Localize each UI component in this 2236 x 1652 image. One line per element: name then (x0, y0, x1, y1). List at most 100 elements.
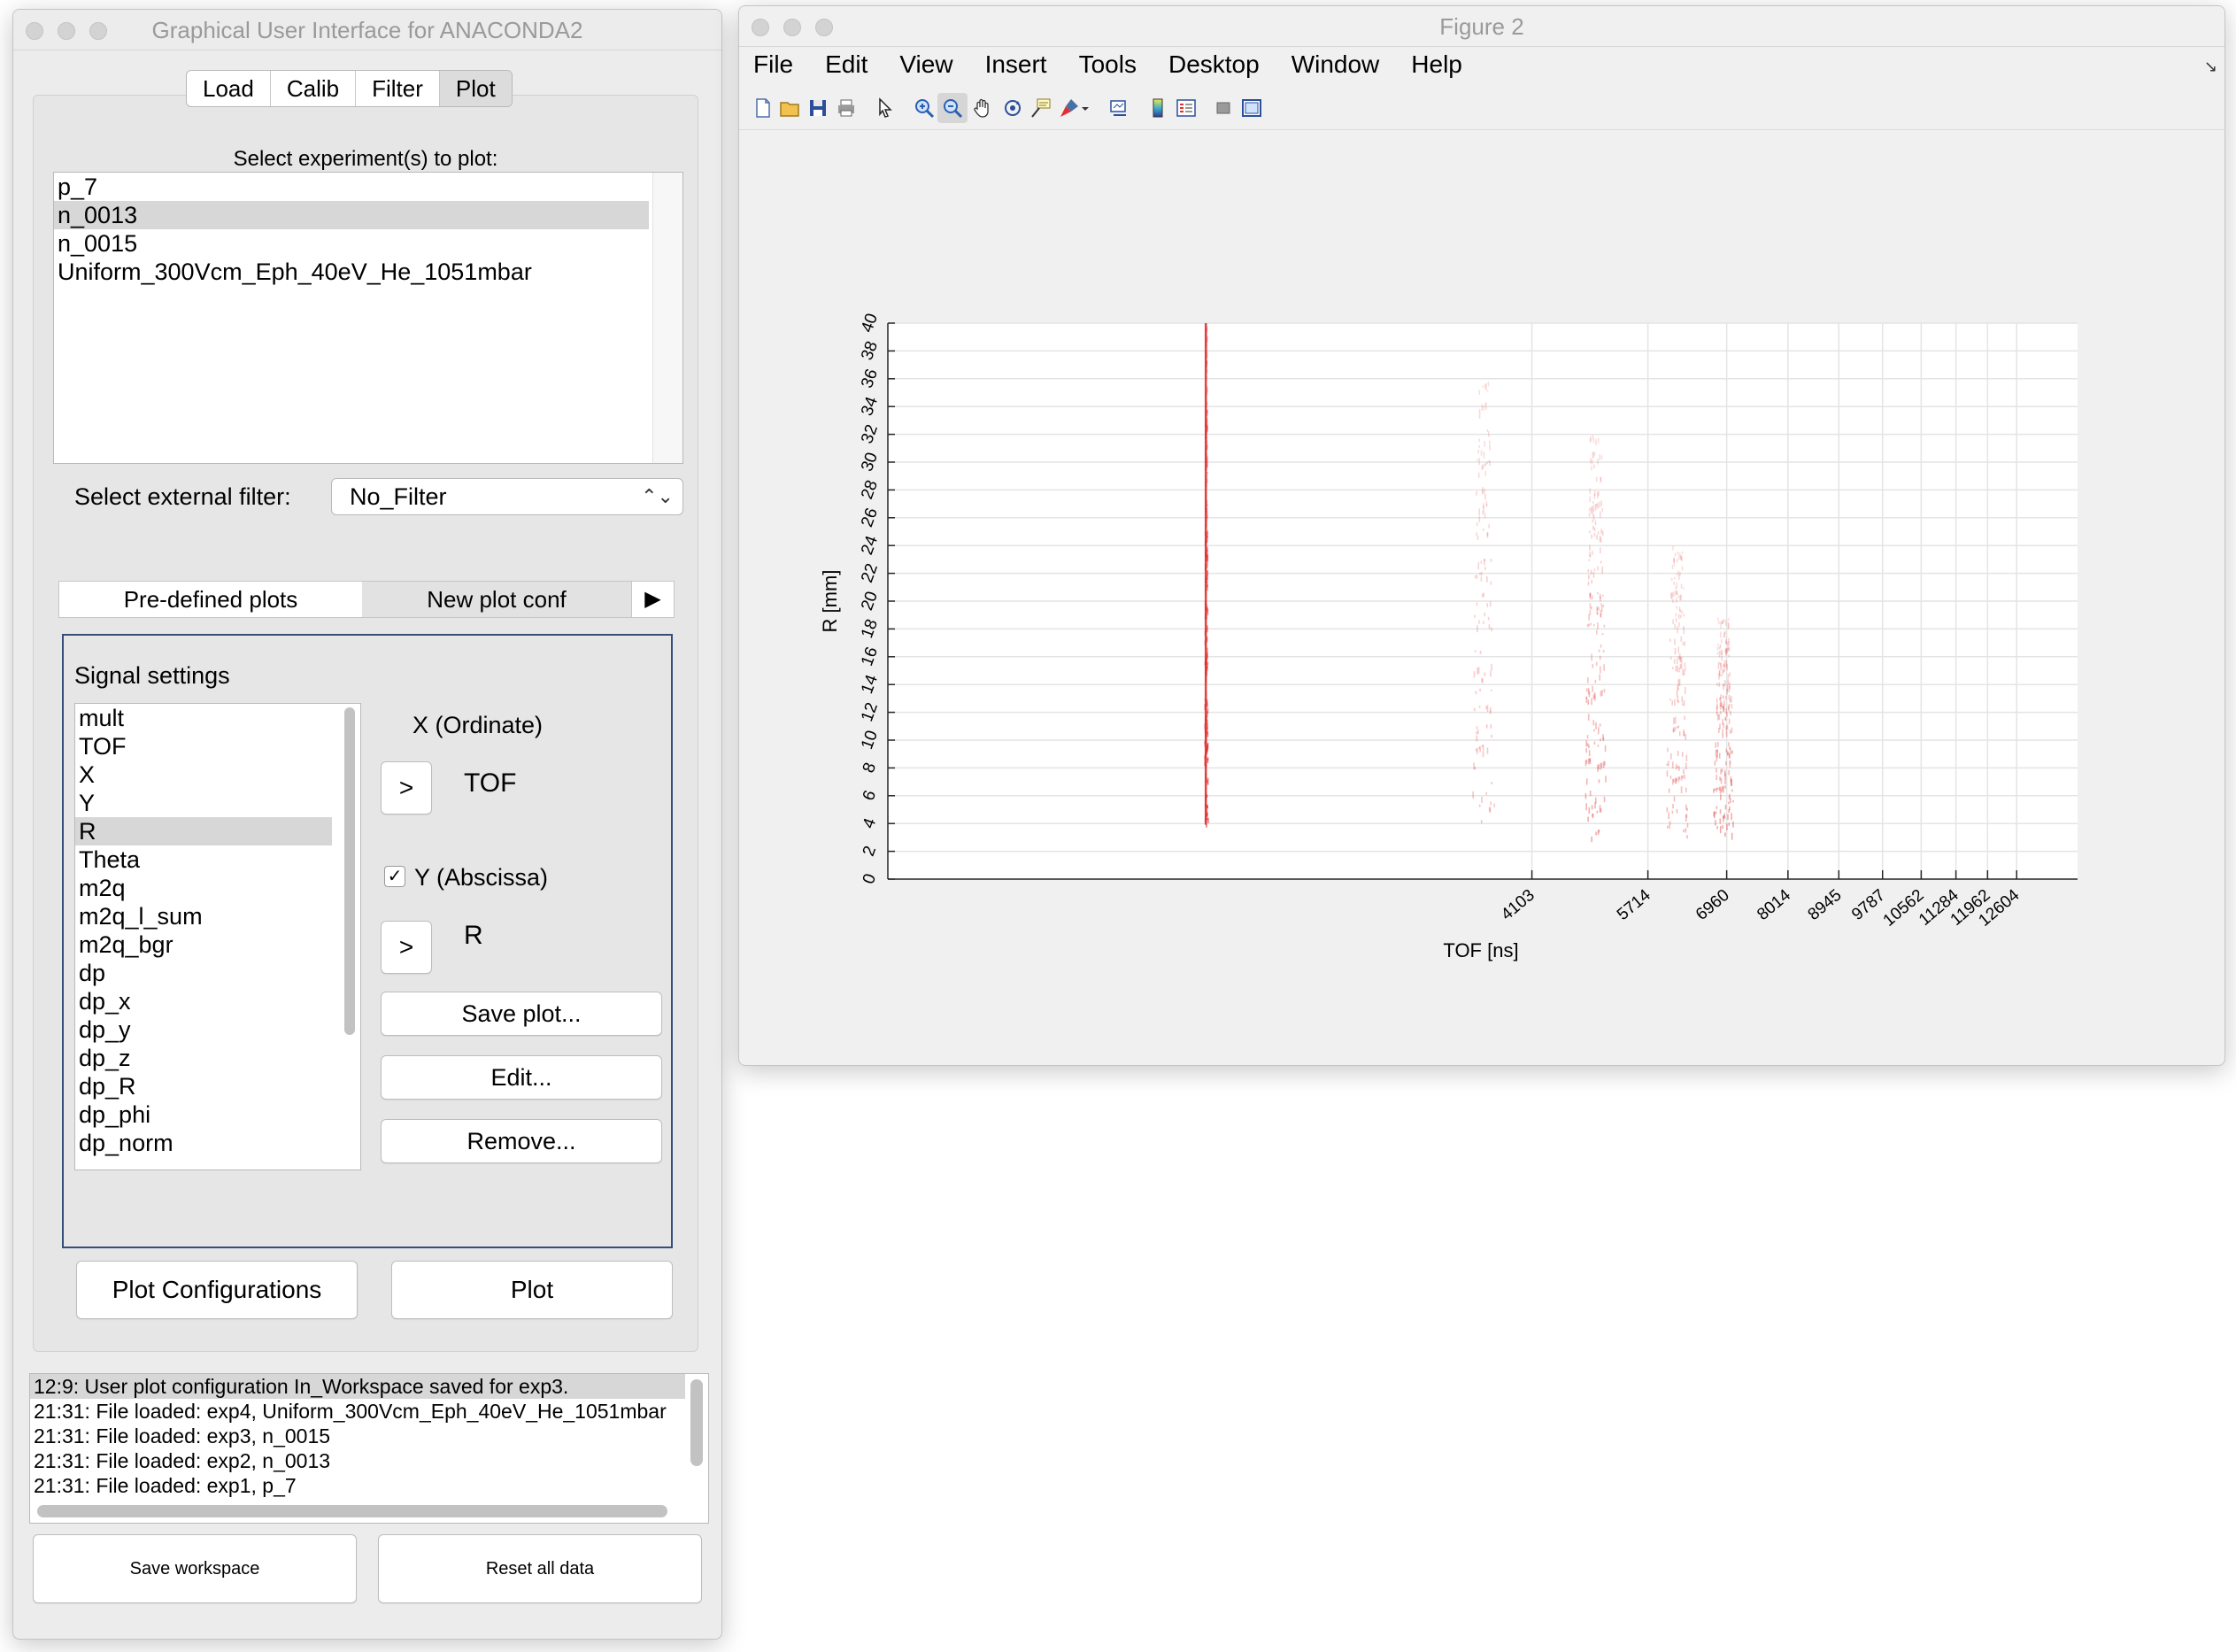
remove-button[interactable]: Remove... (381, 1119, 662, 1163)
list-item[interactable]: dp_phi (79, 1101, 151, 1128)
list-item[interactable]: n_0013 (54, 201, 649, 229)
list-item[interactable]: mult (79, 705, 125, 731)
list-item[interactable]: m2q (79, 875, 126, 901)
data-point (1679, 571, 1681, 576)
experiment-list-scrollbar[interactable] (652, 173, 682, 463)
list-item[interactable]: R (75, 817, 332, 845)
log-entry[interactable]: 21:31: File loaded: exp1, p_7 (34, 1474, 297, 1497)
zoom-window-button[interactable] (815, 19, 833, 36)
new-figure-icon[interactable] (748, 93, 778, 123)
assign-x-button[interactable]: > (381, 761, 432, 814)
menu-tools[interactable]: Tools (1078, 50, 1137, 78)
log-entry[interactable]: 12:9: User plot configuration In_Workspa… (30, 1374, 685, 1399)
show-plot-tools-icon[interactable] (1237, 93, 1267, 123)
list-item[interactable]: dp_R (79, 1073, 136, 1100)
tab-filter[interactable]: Filter (356, 71, 440, 106)
list-item[interactable]: n_0015 (58, 230, 138, 257)
menu-help[interactable]: Help (1411, 50, 1462, 78)
data-point (1207, 731, 1209, 737)
log-entry[interactable]: 21:31: File loaded: exp4, Uniform_300Vcm… (34, 1400, 667, 1423)
print-icon[interactable] (831, 93, 861, 123)
list-item[interactable]: m2q_bgr (79, 931, 173, 958)
rotate-3d-icon[interactable] (998, 93, 1028, 123)
zoom-in-icon[interactable] (909, 93, 939, 123)
data-point (1589, 790, 1592, 797)
menu-view[interactable]: View (899, 50, 953, 78)
log-vertical-scrollbar[interactable] (690, 1379, 703, 1466)
list-item[interactable]: dp_y (79, 1016, 131, 1043)
open-file-icon[interactable] (775, 93, 805, 123)
pointer-icon[interactable] (870, 93, 900, 123)
list-item[interactable]: Theta (79, 846, 141, 873)
signal-list-scrollbar[interactable] (344, 707, 355, 1035)
plot-configurations-button[interactable]: Plot Configurations (76, 1261, 358, 1319)
data-point (1207, 533, 1208, 538)
tab-calib[interactable]: Calib (271, 71, 357, 106)
save-workspace-button[interactable]: Save workspace (33, 1534, 357, 1603)
minimize-window-button[interactable] (783, 19, 801, 36)
data-point (1674, 552, 1677, 557)
minimize-window-button[interactable] (58, 22, 75, 40)
log-list[interactable]: 12:9: User plot configuration In_Workspa… (29, 1373, 709, 1524)
zoom-window-button[interactable] (89, 22, 107, 40)
log-entry[interactable]: 21:31: File loaded: exp2, n_0013 (34, 1449, 331, 1472)
tab-new-plot-conf[interactable]: New plot conf (362, 582, 631, 617)
experiment-list[interactable]: p_7 n_0013 n_0015 Uniform_300Vcm_Eph_40e… (53, 172, 683, 464)
link-plot-icon[interactable] (1104, 93, 1134, 123)
save-plot-button[interactable]: Save plot... (381, 992, 662, 1036)
menu-edit[interactable]: Edit (825, 50, 868, 78)
list-item[interactable]: dp_x (79, 988, 131, 1015)
brush-icon[interactable] (1054, 93, 1084, 123)
save-icon[interactable] (803, 93, 833, 123)
data-point (1591, 466, 1592, 471)
pan-icon[interactable] (968, 93, 998, 123)
menu-desktop[interactable]: Desktop (1168, 50, 1260, 78)
edit-button[interactable]: Edit... (381, 1055, 662, 1100)
assign-y-button[interactable]: > (381, 921, 432, 974)
data-cursor-icon[interactable] (1026, 93, 1056, 123)
figure-titlebar[interactable]: Figure 2 (739, 6, 2224, 47)
list-item[interactable]: dp_z (79, 1045, 131, 1071)
log-horizontal-scrollbar[interactable] (37, 1505, 667, 1517)
close-window-button[interactable] (26, 22, 43, 40)
menu-file[interactable]: File (753, 50, 794, 78)
data-point (1206, 338, 1208, 343)
reset-all-data-button[interactable]: Reset all data (378, 1534, 702, 1603)
list-item[interactable]: Y (79, 790, 96, 816)
tab-load[interactable]: Load (187, 71, 271, 106)
list-item[interactable]: TOF (79, 733, 127, 760)
brush-dropdown-icon[interactable] (1077, 93, 1093, 123)
menu-window[interactable]: Window (1291, 50, 1380, 78)
data-point (1676, 591, 1677, 594)
log-entry[interactable]: 21:31: File loaded: exp3, n_0015 (34, 1424, 331, 1447)
list-item[interactable]: Uniform_300Vcm_Eph_40eV_He_1051mbar (58, 259, 532, 285)
tab-plot[interactable]: Plot (439, 71, 512, 106)
tab-predefined-plots[interactable]: Pre-defined plots (123, 586, 298, 613)
dock-arrow-icon[interactable]: ↘ (2203, 58, 2217, 75)
list-item[interactable]: m2q_l_sum (79, 903, 203, 930)
data-point (1588, 691, 1591, 698)
gui-titlebar[interactable]: Graphical User Interface for ANACONDA2 (13, 10, 721, 50)
y-abscissa-checkbox[interactable]: ✓ (384, 866, 405, 887)
zoom-out-icon[interactable] (937, 93, 968, 123)
list-item[interactable]: dp (79, 960, 106, 986)
tab-scroll-right-icon[interactable]: ▶ (631, 582, 674, 617)
list-item[interactable]: p_7 (58, 174, 98, 200)
data-point (1726, 663, 1728, 671)
data-point (1677, 726, 1678, 729)
data-point (1594, 521, 1597, 526)
signal-list[interactable]: mult TOF X Y R Theta m2q m2q_l_sum m2q_b… (74, 703, 361, 1170)
menu-insert[interactable]: Insert (984, 50, 1047, 78)
close-window-button[interactable] (752, 19, 769, 36)
data-point (1205, 331, 1207, 338)
plot-button[interactable]: Plot (391, 1261, 673, 1319)
list-item[interactable]: X (79, 761, 96, 788)
data-point (1723, 619, 1725, 622)
hide-plot-tools-icon[interactable] (1208, 93, 1238, 123)
list-item[interactable]: dp_norm (79, 1130, 173, 1156)
tof-r-plot[interactable]: 0246810121416182022242628303234363840410… (739, 6, 2225, 1066)
data-point (1205, 725, 1207, 730)
external-filter-select[interactable]: No_Filter ⌃⌄ (331, 478, 683, 515)
legend-icon[interactable] (1171, 93, 1201, 123)
colorbar-icon[interactable] (1143, 93, 1173, 123)
